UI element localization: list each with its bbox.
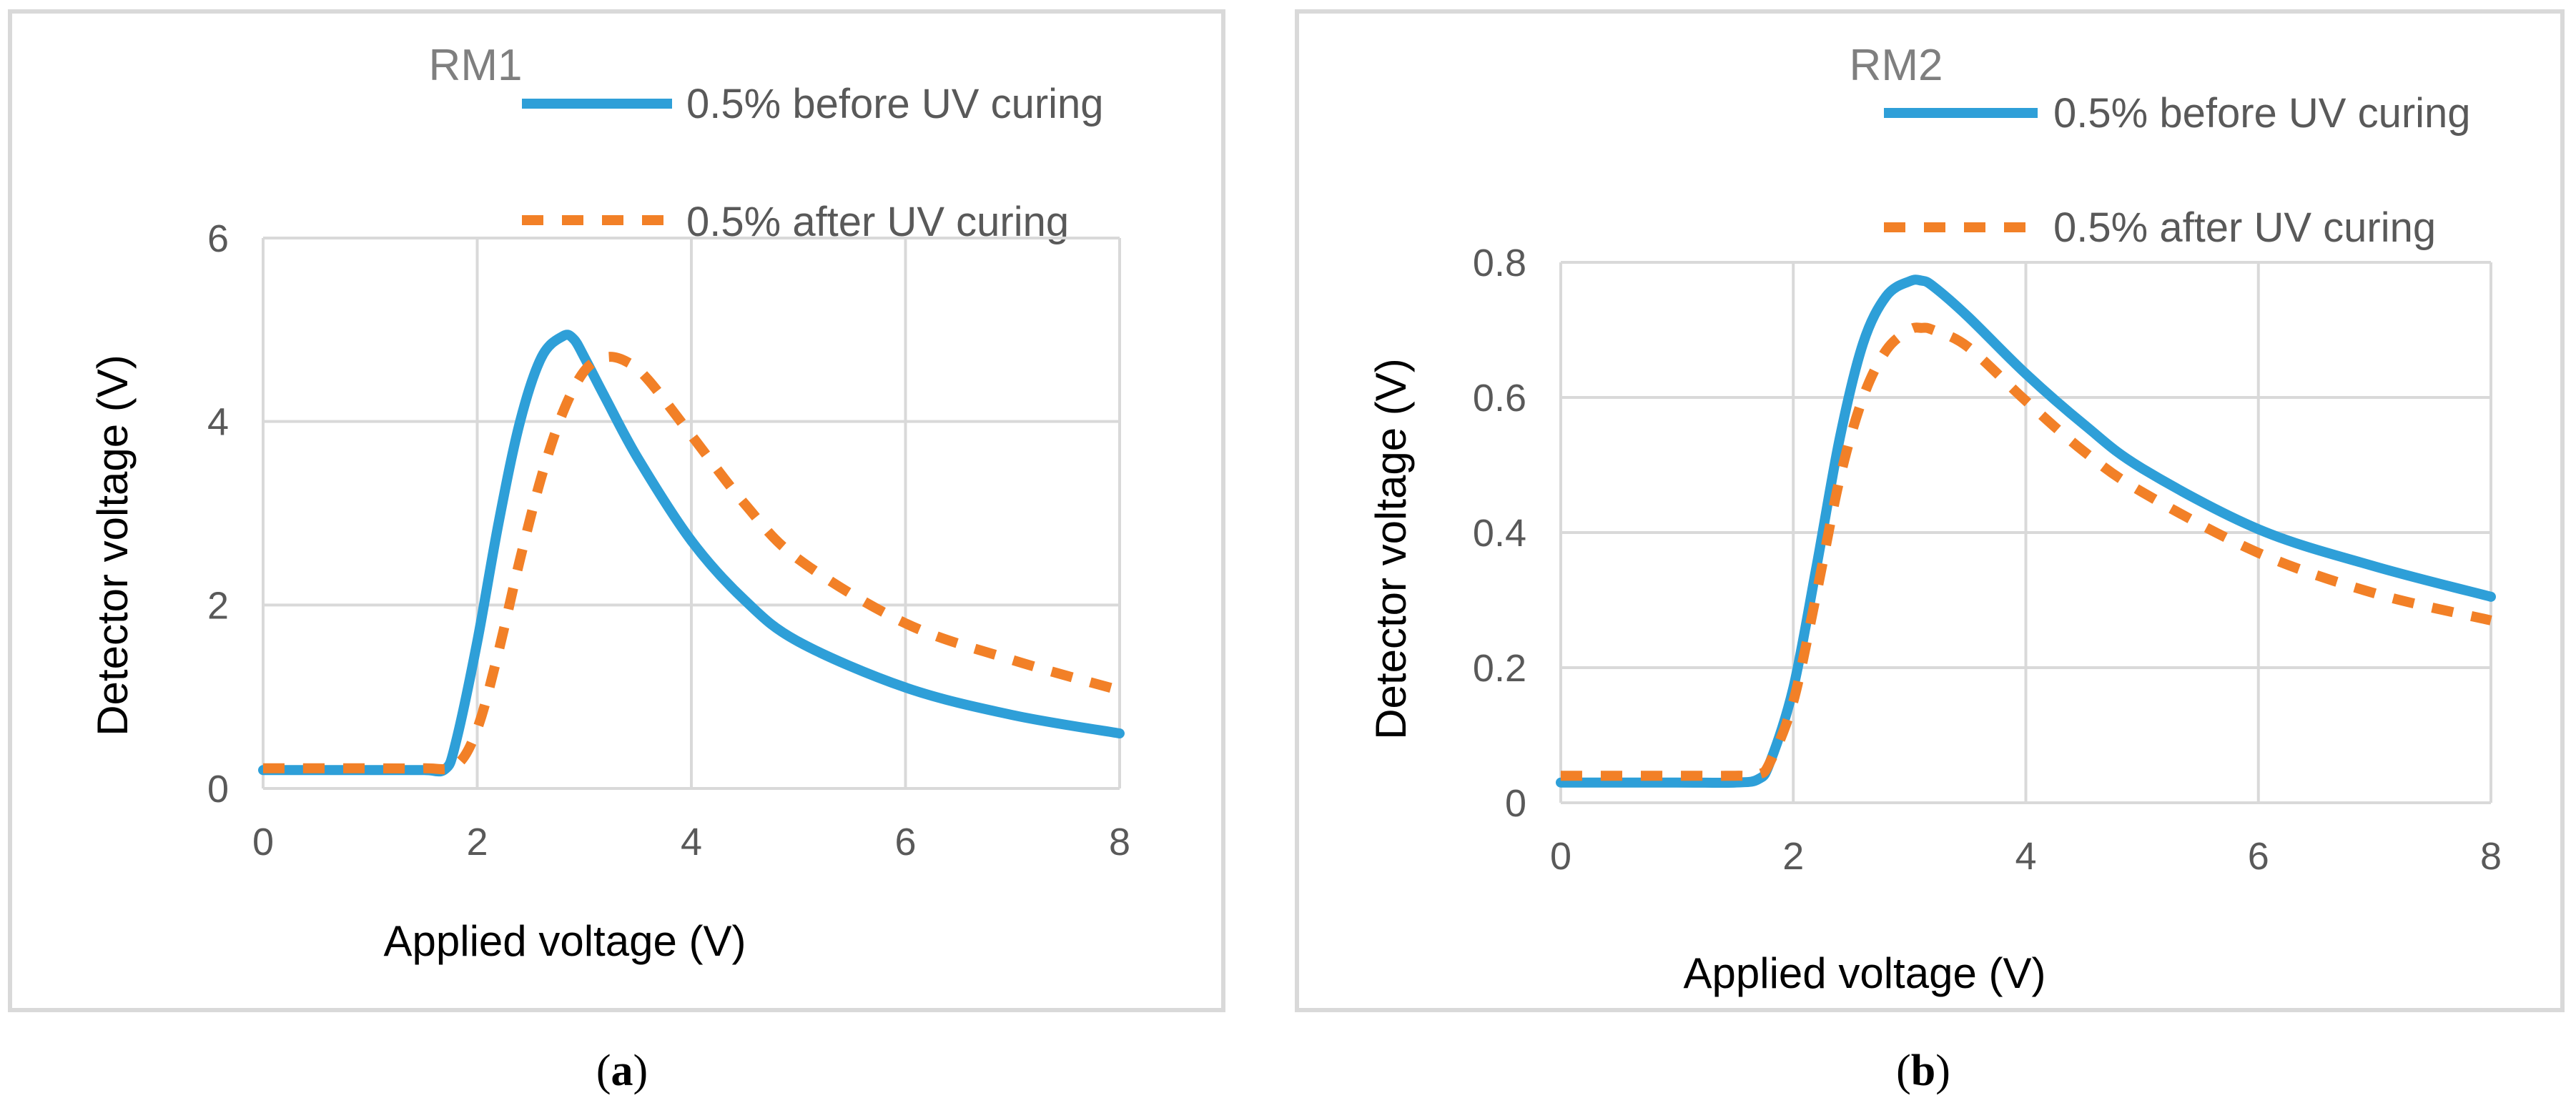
y-tick-label: 0.8 xyxy=(1473,242,1526,285)
y-tick-label: 6 xyxy=(207,217,229,260)
x-tick-label: 0 xyxy=(1550,835,1571,878)
y-axis-label: Detector voltage (V) xyxy=(89,355,137,736)
x-axis-label: Applied voltage (V) xyxy=(1684,949,2046,997)
legend-label: 0.5% after UV curing xyxy=(2053,204,2436,251)
x-axis-label: Applied voltage (V) xyxy=(384,917,746,965)
x-tick-label: 6 xyxy=(2248,835,2269,878)
x-tick-label: 4 xyxy=(681,821,702,864)
x-tick-label: 2 xyxy=(466,821,488,864)
y-tick-label: 0.2 xyxy=(1473,647,1526,690)
legend-label: 0.5% before UV curing xyxy=(686,81,1104,127)
chart-title: RM1 xyxy=(429,41,523,90)
legend-label: 0.5% before UV curing xyxy=(2053,90,2471,137)
panel-caption: (b) xyxy=(1896,1047,1950,1095)
y-tick-label: 2 xyxy=(207,584,229,627)
x-tick-label: 6 xyxy=(894,821,916,864)
series-line xyxy=(1560,322,2492,781)
plot-area: 0 2 4 6 0 2 4 6 8 xyxy=(207,99,1130,864)
x-tick-label: 4 xyxy=(2015,835,2036,878)
x-tick-label: 8 xyxy=(2480,835,2502,878)
y-tick-label: 4 xyxy=(207,401,229,444)
y-tick-label: 0.6 xyxy=(1473,377,1526,420)
y-tick-label: 0 xyxy=(207,768,229,811)
panel-b-frame xyxy=(1295,9,2565,1012)
panel-a-frame xyxy=(8,9,1225,1012)
y-tick-label: 0 xyxy=(1505,782,1526,825)
chart-title: RM2 xyxy=(1850,41,1943,90)
panel-caption: (a) xyxy=(596,1047,648,1095)
panel-caption-letter: b xyxy=(1911,1047,1935,1095)
series-line xyxy=(258,330,1125,777)
series-line xyxy=(262,352,1121,775)
y-axis-label: Detector voltage (V) xyxy=(1367,358,1415,740)
panel-caption-letter: a xyxy=(611,1047,633,1095)
plot-area: 0 0.2 0.4 0.6 0.8 0 2 4 6 8 xyxy=(1473,108,2502,878)
x-tick-label: 2 xyxy=(1782,835,1804,878)
y-tick-label: 0.4 xyxy=(1473,512,1526,555)
x-tick-label: 0 xyxy=(252,821,274,864)
x-tick-label: 8 xyxy=(1109,821,1130,864)
plot-layer: 0 2 4 6 0 2 4 6 8 0 0.2 0.4 0.6 0.8 0 2 4 6 8 xyxy=(207,99,2502,878)
